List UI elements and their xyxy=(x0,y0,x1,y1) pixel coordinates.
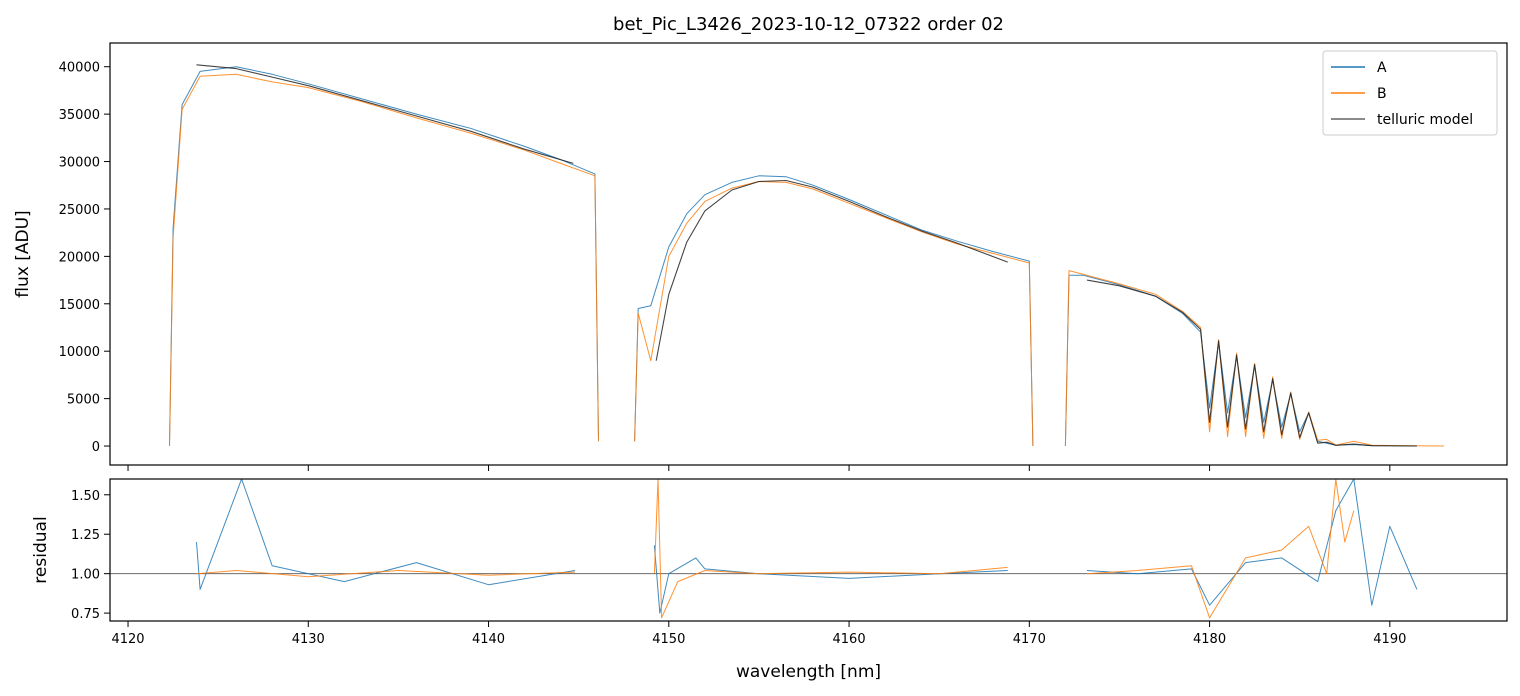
y-tick-label: 30000 xyxy=(59,156,100,171)
y-tick-label: 10000 xyxy=(59,345,100,360)
legend-label-b: B xyxy=(1377,86,1387,102)
y-tick-label: 0.75 xyxy=(71,607,100,622)
series-a-segment-0 xyxy=(169,66,599,447)
y-tick-label: 25000 xyxy=(59,203,100,218)
y-tick-label: 1.50 xyxy=(71,489,100,504)
series-b-segment-1 xyxy=(634,181,1034,447)
x-tick-label: 4190 xyxy=(1373,632,1406,647)
series-b-segment-1 xyxy=(653,479,1008,619)
x-tick-label: 4160 xyxy=(833,632,866,647)
series-a-segment-2 xyxy=(1064,274,1417,447)
legend-label-telluric-model: telluric model xyxy=(1377,112,1473,128)
y-axis-label: flux [ADU] xyxy=(13,210,33,297)
residual-y-axis-label: residual xyxy=(31,516,51,583)
x-tick-label: 4120 xyxy=(111,632,144,647)
series-a-segment-2 xyxy=(1086,479,1418,606)
y-tick-label: 5000 xyxy=(67,393,100,408)
y-tick-label: 1.25 xyxy=(71,528,100,543)
y-tick-label: 40000 xyxy=(59,61,100,76)
axes-frame xyxy=(109,478,1508,622)
x-tick-label: 4140 xyxy=(472,632,505,647)
series-b-segment-2 xyxy=(1086,479,1355,619)
x-tick-label: 4150 xyxy=(652,632,685,647)
series-b-segment-2 xyxy=(1064,270,1444,447)
series-telluric-model-segment-0 xyxy=(196,64,574,164)
series-a-segment-1 xyxy=(634,175,1034,447)
y-tick-label: 35000 xyxy=(59,108,100,123)
legend-label-a: A xyxy=(1377,60,1387,76)
series-telluric-model-segment-1 xyxy=(655,179,1008,361)
legend-box xyxy=(1322,50,1498,136)
x-tick-label: 4130 xyxy=(292,632,325,647)
x-axis-label: wavelength [nm] xyxy=(736,662,881,682)
x-tick-label: 4170 xyxy=(1013,632,1046,647)
chart-title: bet_Pic_L3426_2023-10-12_07322 order 02 xyxy=(613,14,1004,35)
axes-frame xyxy=(109,42,1508,466)
y-tick-label: 0 xyxy=(92,440,100,455)
series-a-segment-1 xyxy=(653,545,1008,614)
series-b-segment-0 xyxy=(196,570,576,578)
series-b-segment-0 xyxy=(169,73,599,447)
series-a-segment-0 xyxy=(196,479,576,590)
y-tick-label: 20000 xyxy=(59,250,100,265)
x-tick-label: 4180 xyxy=(1193,632,1226,647)
y-tick-label: 15000 xyxy=(59,298,100,313)
series-telluric-model-segment-2 xyxy=(1086,279,1417,447)
y-tick-label: 1.00 xyxy=(71,568,100,583)
